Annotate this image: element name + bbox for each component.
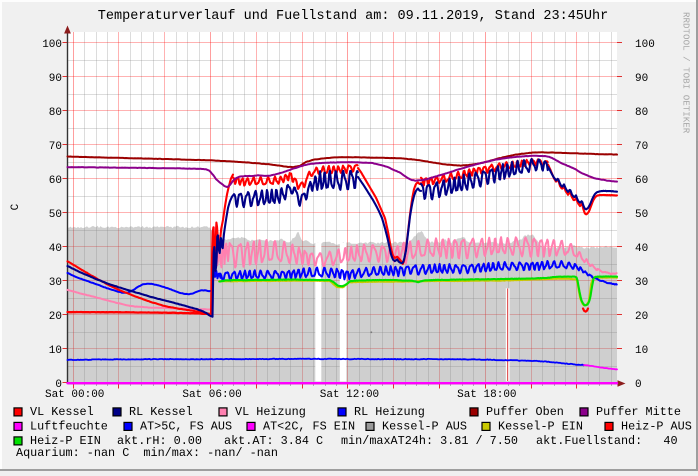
svg-text:Kessel-P AUS: Kessel-P AUS (382, 420, 467, 434)
svg-text:Kessel-P EIN: Kessel-P EIN (498, 420, 583, 434)
svg-text:70: 70 (49, 141, 62, 153)
svg-text:60: 60 (49, 175, 62, 187)
svg-text:Sat 00:00: Sat 00:00 (45, 389, 104, 401)
svg-text:30: 30 (635, 277, 648, 289)
svg-text:Sat 06:00: Sat 06:00 (182, 389, 241, 401)
svg-text:akt.rH: 0.00: akt.rH: 0.00 (117, 434, 202, 448)
svg-text:C: C (10, 203, 22, 210)
svg-text:AT<2C, FS EIN: AT<2C, FS EIN (263, 420, 355, 434)
svg-text:90: 90 (49, 73, 62, 85)
svg-text:0: 0 (55, 379, 62, 391)
svg-text:100: 100 (635, 39, 655, 51)
svg-text:100: 100 (42, 39, 62, 51)
svg-text:Puffer Oben: Puffer Oben (486, 405, 564, 419)
svg-text:70: 70 (635, 141, 648, 153)
svg-text:Heiz-P AUS: Heiz-P AUS (621, 420, 692, 434)
svg-text:80: 80 (635, 107, 648, 119)
svg-text:20: 20 (49, 311, 62, 323)
svg-text:0: 0 (635, 379, 642, 391)
svg-text:60: 60 (635, 175, 648, 187)
svg-text:akt.Fuellstand: 40: akt.Fuellstand: 40 (536, 434, 678, 448)
svg-text:Sat 12:00: Sat 12:00 (320, 389, 379, 401)
svg-text:10: 10 (49, 345, 62, 357)
svg-text:VL Kessel: VL Kessel (30, 405, 94, 419)
svg-text:50: 50 (49, 209, 62, 221)
svg-text:Temperaturverlauf und Fuellsta: Temperaturverlauf und Fuellstand am: 09.… (98, 9, 608, 24)
svg-text:10: 10 (635, 345, 648, 357)
svg-text:90: 90 (635, 73, 648, 85)
svg-text:akt.AT: 3.84 C: akt.AT: 3.84 C (224, 434, 323, 448)
svg-text:VL Heizung: VL Heizung (235, 405, 306, 419)
svg-text:RL Kessel: RL Kessel (129, 405, 193, 419)
svg-text:40: 40 (635, 243, 648, 255)
svg-text:min/maxAT24h: 3.81 / 7.50: min/maxAT24h: 3.81 / 7.50 (341, 434, 518, 448)
svg-text:20: 20 (635, 311, 648, 323)
svg-text:Heiz-P EIN: Heiz-P EIN (30, 434, 101, 448)
svg-text:80: 80 (49, 107, 62, 119)
svg-text:RL Heizung: RL Heizung (354, 405, 425, 419)
svg-text:AT>5C, FS AUS: AT>5C, FS AUS (140, 420, 232, 434)
svg-text:50: 50 (635, 209, 648, 221)
svg-text:RRDTOOL / TOBI OETIKER: RRDTOOL / TOBI OETIKER (681, 12, 692, 134)
svg-text:Luftfeuchte: Luftfeuchte (30, 420, 108, 434)
svg-text:30: 30 (49, 277, 62, 289)
svg-text:Aquarium: -nan C min/max: -na: Aquarium: -nan C min/max: -nan/ -nan (16, 446, 278, 460)
svg-text:Puffer Mitte: Puffer Mitte (596, 405, 681, 419)
svg-text:Sat 18:00: Sat 18:00 (457, 389, 516, 401)
svg-text:40: 40 (49, 243, 62, 255)
